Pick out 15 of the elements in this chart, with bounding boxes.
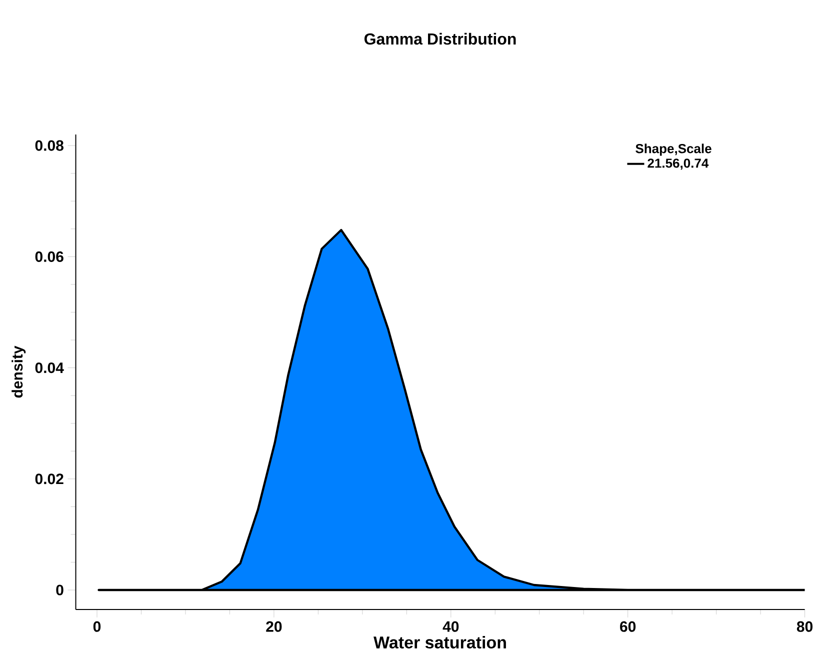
legend-title: Shape,Scale — [636, 144, 712, 156]
x-tick-label: 80 — [796, 621, 813, 632]
y-axis-title: density — [12, 346, 26, 398]
chart-title: Gamma Distribution — [364, 32, 516, 45]
y-tick-label: 0 — [56, 584, 64, 596]
x-axis-title: Water saturation — [374, 636, 506, 649]
y-tick-label: 0.08 — [35, 140, 64, 151]
x-tick-label: 60 — [620, 621, 636, 632]
y-tick-label: 0.04 — [35, 362, 64, 374]
x-tick-label: 0 — [93, 621, 101, 632]
y-tick-label: 0.06 — [35, 251, 64, 262]
y-tick-label: 0.02 — [35, 474, 64, 484]
x-tick-label: 20 — [266, 621, 282, 632]
legend-label: 21.56,0.74 — [648, 158, 709, 170]
x-tick-label: 40 — [442, 621, 459, 632]
